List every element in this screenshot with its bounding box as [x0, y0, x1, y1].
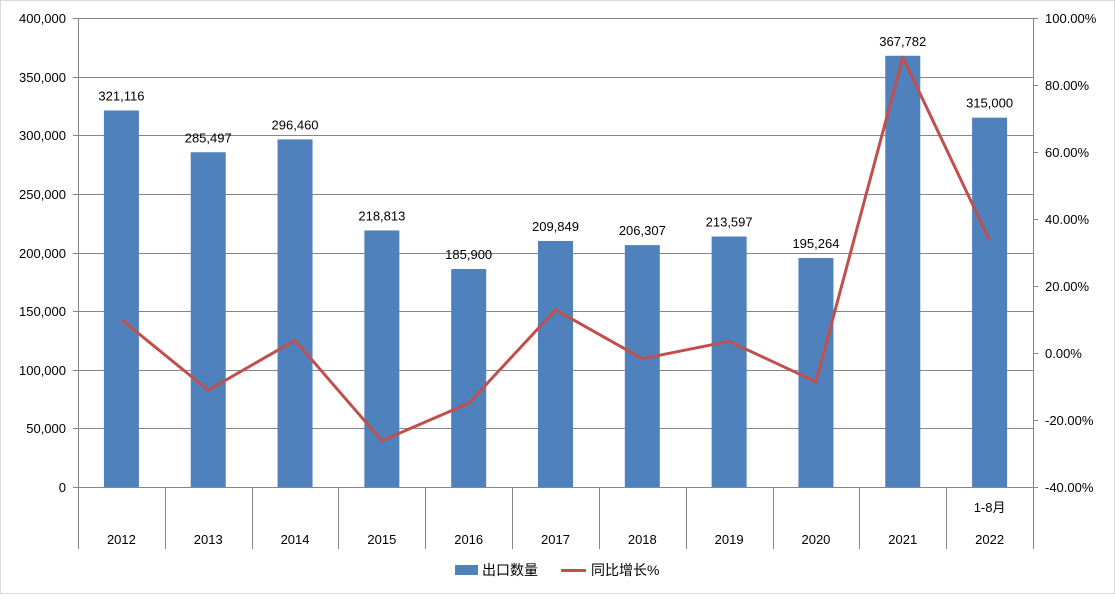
- y-right-tick-label: 100.00%: [1045, 11, 1097, 26]
- y-left-tick-label: 250,000: [19, 187, 66, 202]
- data-label: 185,900: [445, 247, 492, 262]
- x-tick-label: 2019: [715, 532, 744, 547]
- y-right-tick-label: 40.00%: [1045, 212, 1090, 227]
- bar: [364, 230, 399, 487]
- y-right-tick-label: 80.00%: [1045, 78, 1090, 93]
- y-left-tick-label: 50,000: [26, 421, 66, 436]
- y-left-tick-label: 400,000: [19, 11, 66, 26]
- y-right-tick-label: 20.00%: [1045, 279, 1090, 294]
- x-tick-label: 2014: [281, 532, 310, 547]
- x-tick-label: 2015: [367, 532, 396, 547]
- y-left-tick-label: 100,000: [19, 363, 66, 378]
- bar: [885, 56, 920, 487]
- data-label: 206,307: [619, 223, 666, 238]
- bar: [278, 139, 313, 487]
- legend-swatch-bar: [455, 565, 478, 575]
- x-tick-label: 2022: [975, 532, 1004, 547]
- x-tick-label: 2018: [628, 532, 657, 547]
- bar: [625, 245, 660, 487]
- data-label: 218,813: [358, 208, 405, 223]
- bar: [712, 237, 747, 487]
- y-right-tick-label: 60.00%: [1045, 145, 1090, 160]
- y-left-tick-label: 300,000: [19, 128, 66, 143]
- y-left-tick-label: 200,000: [19, 246, 66, 261]
- legend-label-line: 同比增长%: [591, 562, 659, 578]
- bar: [191, 152, 226, 487]
- legend-label-bar: 出口数量: [482, 562, 538, 578]
- x-tick-label: 2016: [454, 532, 483, 547]
- bar: [798, 258, 833, 487]
- bar: [972, 118, 1007, 487]
- bar: [104, 110, 139, 487]
- x-tick-label: 2017: [541, 532, 570, 547]
- y-right-tick-label: -40.00%: [1045, 480, 1094, 495]
- data-label: 367,782: [879, 34, 926, 49]
- y-right-tick-label: 0.00%: [1045, 346, 1082, 361]
- y-right-tick-label: -20.00%: [1045, 413, 1094, 428]
- data-label: 209,849: [532, 219, 579, 234]
- data-label: 296,460: [272, 117, 319, 132]
- x-tick-label: 2012: [107, 532, 136, 547]
- x-tick-label: 2020: [801, 532, 830, 547]
- y-left-tick-label: 350,000: [19, 70, 66, 85]
- data-label: 315,000: [966, 96, 1013, 111]
- x-tick-label: 2013: [194, 532, 223, 547]
- x-tick-sublabel: 1-8月: [974, 500, 1006, 515]
- bar: [451, 269, 486, 487]
- y-left-tick-label: 0: [59, 480, 66, 495]
- y-left-tick-label: 150,000: [19, 304, 66, 319]
- x-tick-label: 2021: [888, 532, 917, 547]
- data-label: 285,497: [185, 130, 232, 145]
- data-label: 195,264: [792, 236, 839, 251]
- data-label: 321,116: [98, 88, 144, 103]
- bar: [538, 241, 573, 487]
- data-label: 213,597: [706, 215, 753, 230]
